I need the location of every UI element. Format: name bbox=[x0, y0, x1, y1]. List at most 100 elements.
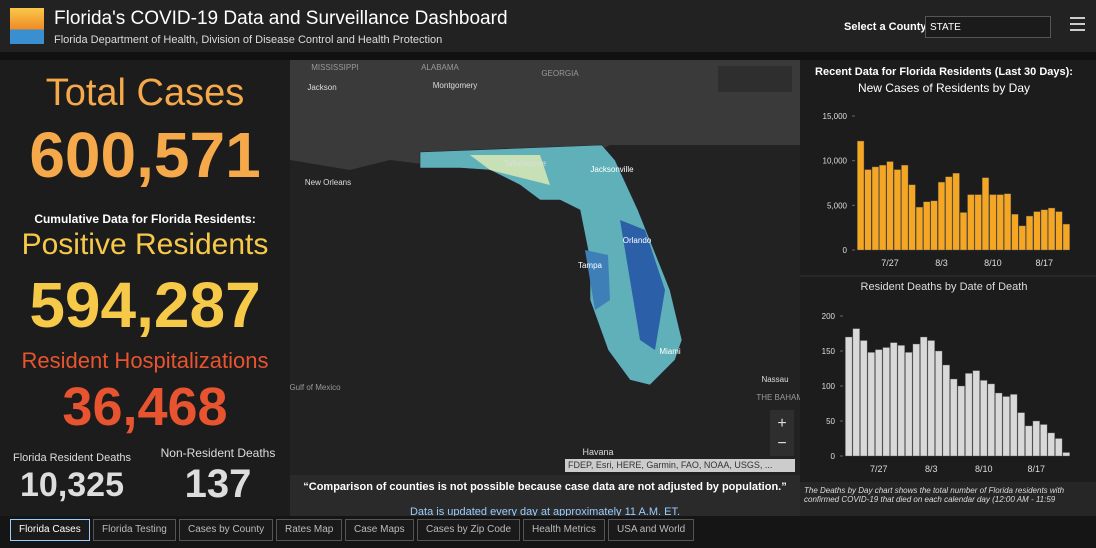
x-tick-label: 7/27 bbox=[870, 464, 888, 474]
tab[interactable]: Rates Map bbox=[276, 519, 343, 541]
x-tick-label: 8/10 bbox=[975, 464, 993, 474]
bar bbox=[1062, 452, 1070, 457]
bar bbox=[1002, 396, 1010, 457]
bar bbox=[987, 383, 995, 457]
y-tick-label: 15,000 bbox=[823, 112, 848, 121]
x-tick-label: 8/17 bbox=[1036, 258, 1054, 268]
header-bar bbox=[0, 0, 1096, 52]
zoom-in[interactable]: + bbox=[777, 415, 786, 432]
zoom-controls[interactable] bbox=[770, 410, 794, 456]
y-tick-label: 50 bbox=[826, 417, 835, 426]
bar bbox=[995, 392, 1003, 457]
bar bbox=[893, 169, 901, 251]
map: + − MISSISSIPPI ALABAMA GEORGIA Jackson Mont… bbox=[290, 60, 800, 475]
bar bbox=[886, 161, 894, 251]
bar bbox=[920, 336, 928, 457]
bar bbox=[1048, 207, 1056, 251]
map-label: Gulf of Mexico bbox=[290, 383, 341, 392]
bar bbox=[890, 342, 898, 457]
bar bbox=[1040, 424, 1048, 457]
bar bbox=[915, 206, 923, 251]
chart-panel: Recent Data for Florida Residents (Last … bbox=[800, 60, 1096, 516]
total-cases-label: Total Cases bbox=[45, 72, 245, 114]
tab[interactable]: Florida Testing bbox=[93, 519, 176, 541]
bar bbox=[912, 343, 920, 457]
notice-box bbox=[290, 475, 800, 516]
bar bbox=[879, 164, 887, 251]
bar bbox=[945, 176, 953, 251]
bar bbox=[927, 340, 935, 457]
bar bbox=[1010, 394, 1018, 457]
bar bbox=[1040, 209, 1048, 251]
tab[interactable]: Florida Cases bbox=[10, 519, 90, 541]
bar bbox=[952, 172, 960, 251]
bar bbox=[950, 378, 958, 457]
x-tick-label: 8/10 bbox=[984, 258, 1002, 268]
bar bbox=[1033, 211, 1041, 251]
bar bbox=[1062, 223, 1070, 251]
county-shade bbox=[620, 220, 665, 350]
tab[interactable]: Health Metrics bbox=[523, 519, 605, 541]
bar bbox=[996, 194, 1004, 251]
bar bbox=[1025, 425, 1033, 457]
note-box bbox=[800, 482, 1096, 516]
bar bbox=[957, 385, 965, 457]
county-select[interactable]: STATE bbox=[925, 16, 1051, 38]
bar bbox=[901, 164, 909, 251]
zoom-out[interactable]: − bbox=[777, 435, 786, 452]
map-label: Montgomery bbox=[433, 81, 477, 90]
bar bbox=[1018, 225, 1026, 251]
bar bbox=[1011, 214, 1019, 251]
y-tick-label: 100 bbox=[822, 382, 836, 391]
bar bbox=[908, 184, 916, 251]
tab[interactable]: Cases by Zip Code bbox=[417, 519, 521, 541]
tab[interactable]: USA and World bbox=[608, 519, 695, 541]
y-tick-label: 200 bbox=[822, 312, 836, 321]
deaths-note: The Deaths by Day chart shows the total … bbox=[804, 486, 1065, 504]
bar bbox=[980, 380, 988, 457]
county-label: Select a County bbox=[844, 21, 927, 33]
bar bbox=[871, 166, 879, 251]
tab[interactable]: Case Maps bbox=[345, 519, 414, 541]
map-label: New Orleans bbox=[305, 178, 351, 187]
map-label: MISSISSIPPI bbox=[311, 63, 359, 72]
map-label: THE BAHAMAS bbox=[756, 393, 800, 402]
county-shade bbox=[470, 155, 550, 185]
bar bbox=[967, 194, 975, 251]
bar bbox=[867, 352, 875, 457]
bar bbox=[965, 373, 973, 457]
map-label: Tallahassee bbox=[504, 159, 547, 168]
cumulative-label: Cumulative Data for Florida Residents: bbox=[34, 212, 256, 226]
map-label: Jackson bbox=[307, 83, 336, 92]
bar bbox=[860, 340, 868, 457]
map-label: GEORGIA bbox=[541, 69, 579, 78]
panel-title: Recent Data for Florida Residents (Last … bbox=[815, 66, 1073, 78]
bar bbox=[930, 200, 938, 251]
x-tick-label: 8/17 bbox=[1027, 464, 1045, 474]
update-note: Data is updated every day at approximate… bbox=[409, 506, 681, 518]
bar bbox=[959, 212, 968, 251]
chart-title: New Cases of Residents by Day bbox=[858, 81, 1030, 95]
bar bbox=[982, 177, 990, 251]
y-tick-label: 150 bbox=[822, 347, 836, 356]
bar bbox=[864, 169, 872, 251]
bar bbox=[905, 352, 913, 457]
stats-panel bbox=[0, 60, 290, 516]
x-tick-label: 8/3 bbox=[925, 464, 938, 474]
x-tick-label: 8/3 bbox=[935, 258, 948, 268]
tab[interactable]: Cases by County bbox=[179, 519, 274, 541]
map-label: Orlando bbox=[623, 236, 652, 245]
bar bbox=[923, 201, 931, 251]
nonres-label: Non-Resident Deaths bbox=[160, 446, 276, 460]
notice: “Comparison of counties is not possible … bbox=[303, 481, 787, 493]
bar bbox=[935, 350, 943, 457]
menu-icon[interactable] bbox=[1070, 17, 1085, 31]
map-tools[interactable] bbox=[718, 66, 792, 92]
bar bbox=[897, 345, 905, 457]
map-label: Nassau bbox=[761, 375, 788, 384]
bar bbox=[937, 181, 945, 251]
bar bbox=[852, 328, 860, 457]
y-tick-label: 10,000 bbox=[823, 157, 848, 166]
bar bbox=[1004, 193, 1012, 251]
